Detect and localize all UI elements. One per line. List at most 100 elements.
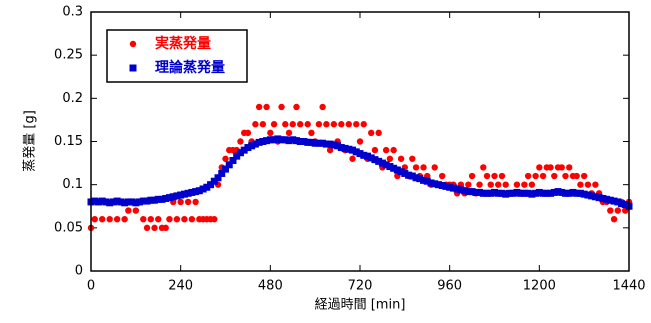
data-point: [203, 183, 211, 191]
data-point: [166, 216, 173, 223]
data-point: [558, 164, 565, 171]
data-point: [289, 121, 296, 128]
data-point: [375, 129, 382, 137]
data-point: [356, 138, 364, 145]
data-point: [610, 197, 618, 205]
y-tick-label: 0.1: [62, 177, 83, 192]
data-point: [539, 172, 547, 180]
data-point: [222, 155, 229, 162]
data-point: [502, 181, 509, 188]
data-point: [577, 181, 584, 188]
data-point: [315, 139, 323, 147]
data-point: [386, 155, 394, 162]
data-point: [505, 189, 513, 197]
data-point: [151, 196, 159, 204]
data-point: [124, 198, 132, 206]
y-tick-label: 0: [75, 264, 83, 279]
data-point: [353, 121, 360, 128]
data-point: [566, 164, 573, 171]
data-point: [547, 164, 554, 171]
data-point: [521, 181, 528, 188]
data-point: [259, 138, 267, 145]
data-point: [565, 189, 573, 197]
data-point: [319, 103, 326, 111]
data-point: [106, 199, 114, 207]
data-point: [132, 207, 140, 214]
data-point: [580, 190, 588, 198]
data-point: [431, 180, 439, 188]
legend-box: [106, 29, 248, 83]
data-point: [121, 199, 129, 207]
y-tick-label: 0.25: [54, 48, 83, 63]
data-point: [509, 189, 517, 197]
data-point: [513, 188, 521, 196]
data-point: [278, 103, 285, 111]
data-point: [573, 189, 581, 197]
data-point: [255, 138, 263, 146]
data-point: [244, 129, 252, 137]
data-point: [147, 196, 155, 204]
data-point: [584, 191, 592, 199]
data-point: [495, 181, 502, 188]
data-point: [330, 121, 338, 128]
data-point: [207, 181, 215, 189]
data-point: [117, 198, 125, 206]
data-point: [513, 181, 521, 188]
data-point: [296, 138, 304, 145]
data-point: [165, 194, 173, 202]
data-point: [446, 183, 454, 191]
data-point: [401, 169, 409, 177]
data-point: [233, 152, 241, 160]
data-point: [293, 103, 300, 111]
x-tick-label: 960: [437, 279, 462, 294]
data-point: [266, 136, 274, 144]
legend-text: 実蒸発量: [155, 35, 211, 52]
data-point: [236, 149, 244, 157]
data-point: [591, 193, 599, 201]
data-point: [267, 129, 274, 137]
data-point: [248, 142, 256, 150]
data-point: [177, 191, 185, 199]
data-point: [386, 163, 394, 171]
data-point: [173, 216, 181, 223]
data-point: [140, 216, 147, 223]
data-point: [132, 199, 140, 207]
y-tick-label: 0.3: [62, 5, 83, 20]
data-point: [255, 103, 263, 111]
data-point: [476, 188, 484, 196]
data-point: [550, 188, 558, 196]
data-point: [621, 201, 629, 209]
data-point: [371, 156, 379, 164]
data-point: [177, 198, 184, 206]
data-point: [532, 172, 539, 180]
data-point: [128, 198, 136, 206]
data-point: [487, 189, 495, 197]
data-point: [539, 189, 547, 197]
data-point: [576, 189, 584, 197]
data-point: [278, 136, 286, 144]
data-point: [181, 216, 188, 223]
data-point: [371, 146, 379, 154]
data-point: [259, 121, 267, 128]
data-point: [420, 164, 427, 171]
data-point: [580, 172, 588, 180]
data-point: [323, 121, 330, 128]
data-point: [363, 152, 371, 160]
data-point: [244, 144, 252, 152]
data-point: [378, 159, 386, 167]
data-point: [438, 172, 446, 180]
data-point: [584, 181, 592, 188]
data-point: [330, 141, 338, 149]
data-point: [468, 172, 476, 180]
data-point: [491, 172, 498, 180]
x-tick-label: 1440: [612, 279, 645, 294]
data-point: [188, 216, 196, 223]
data-point: [397, 168, 405, 176]
data-point: [558, 188, 566, 196]
data-point: [532, 189, 540, 197]
plot-frame: [90, 11, 630, 272]
data-point: [367, 154, 375, 162]
x-tick-label: 240: [168, 279, 193, 294]
data-point: [214, 174, 222, 182]
